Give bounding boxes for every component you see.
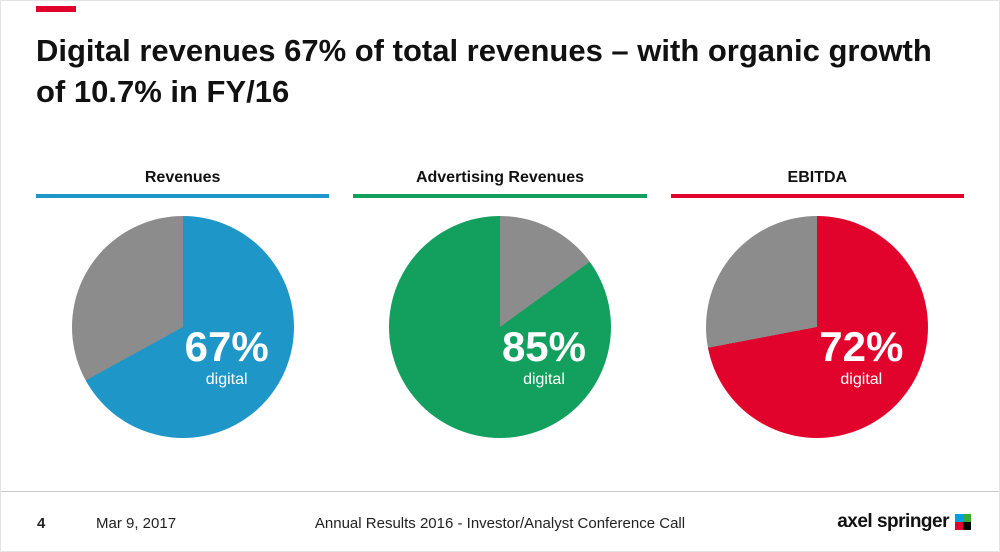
pie-digital-label: digital	[205, 371, 248, 388]
chart-title-underline	[353, 194, 647, 198]
chart-column-ebitda: EBITDA 72% digital	[670, 169, 964, 438]
pie-center-label-advertising-revenues: 85% digital	[477, 326, 611, 391]
chart-title-underline	[670, 194, 964, 198]
footer-divider	[1, 491, 999, 492]
logo-text: axel springer	[837, 511, 949, 532]
pie-digital-label: digital	[840, 371, 883, 388]
pie-wrap-revenues: 67% digital	[71, 216, 294, 438]
chart-title-underline	[36, 194, 330, 198]
pie-wrap-ebitda: 72% digital	[706, 216, 929, 438]
chart-title-ebitda: EBITDA	[787, 169, 848, 186]
logo-square-red	[955, 522, 963, 530]
chart-title-advertising-revenues: Advertising Revenues	[415, 169, 585, 186]
pie-digital-label: digital	[523, 371, 565, 388]
chart-title-revenues: Revenues	[144, 169, 221, 186]
logo-mark-icon	[955, 514, 971, 530]
chart-column-revenues: Revenues 67% digital	[36, 169, 330, 438]
pie-wrap-advertising-revenues: 85% digital	[388, 216, 611, 438]
company-logo: axel springer	[837, 511, 971, 533]
logo-square-green	[963, 514, 971, 522]
pie-center-label-ebitda: 72% digital	[794, 326, 928, 391]
pie-chart-ebitda	[706, 216, 929, 438]
logo-square-blue	[955, 514, 963, 522]
pie-chart-revenues	[71, 216, 294, 438]
charts-row: Revenues 67% digital Advertising Revenue…	[36, 169, 964, 438]
chart-column-advertising-revenues: Advertising Revenues 85% digital	[353, 169, 647, 438]
top-accent-bar	[36, 6, 76, 12]
pie-chart-advertising-revenues	[388, 216, 611, 438]
footer: 4 Mar 9, 2017 Annual Results 2016 - Inve…	[1, 509, 999, 543]
pie-center-label-revenues: 67% digital	[160, 326, 294, 391]
pie-percent-label: 67%	[184, 323, 269, 370]
page-number: 4	[37, 515, 46, 532]
footer-date: Mar 9, 2017	[96, 515, 177, 532]
footer-caption: Annual Results 2016 - Investor/Analyst C…	[314, 515, 686, 532]
logo-square-black	[963, 522, 971, 530]
pie-percent-label: 85%	[501, 323, 587, 370]
slide-title: Digital revenues 67% of total revenues –…	[36, 33, 932, 109]
pie-percent-label: 72%	[819, 323, 904, 370]
